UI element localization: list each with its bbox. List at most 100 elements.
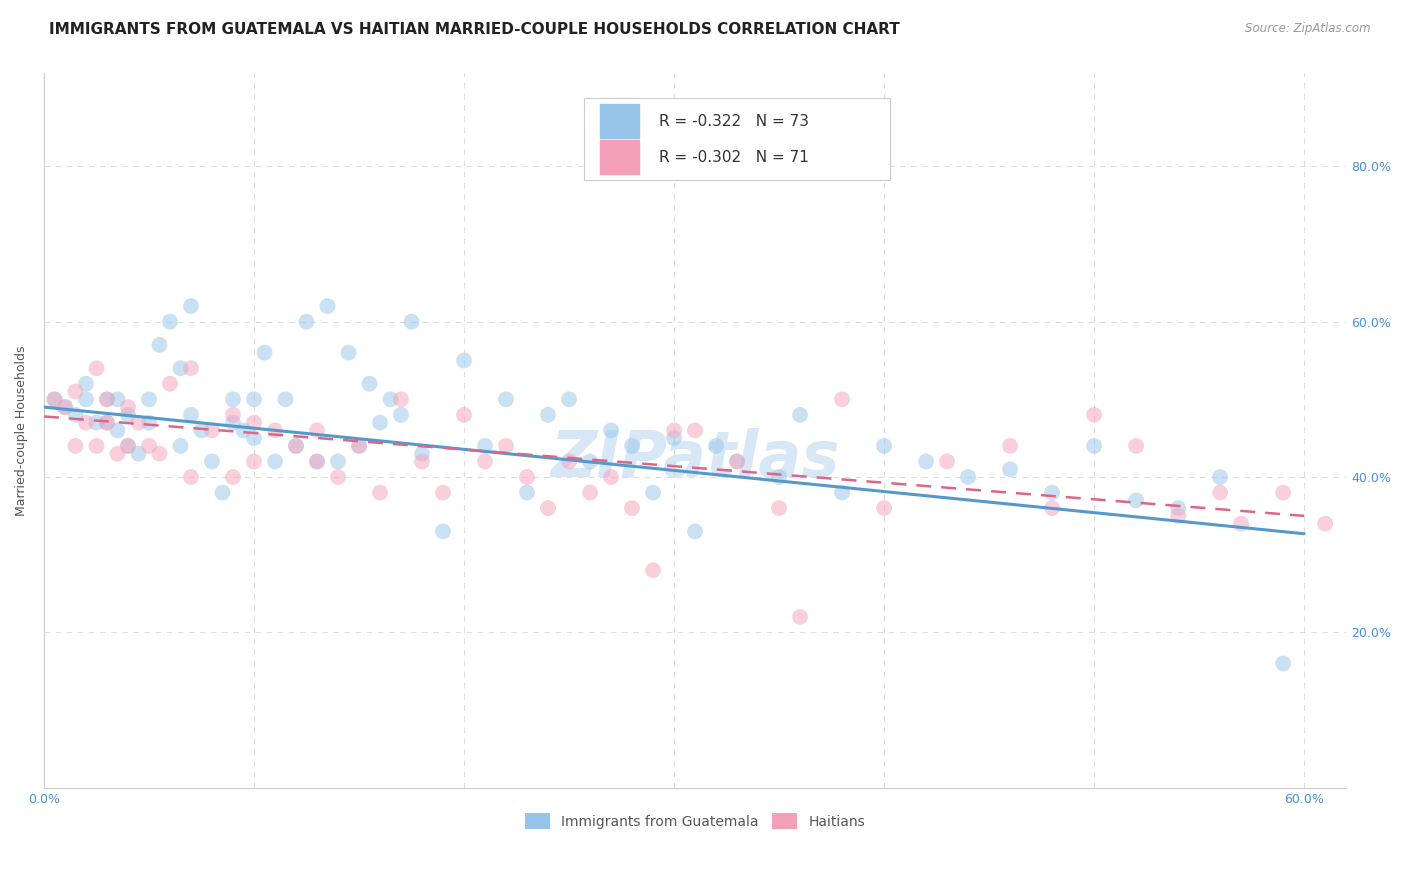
- FancyBboxPatch shape: [600, 103, 640, 138]
- Point: [662, 424, 685, 438]
- Point: [831, 485, 853, 500]
- Point: [264, 424, 287, 438]
- Point: [65, 384, 87, 399]
- Point: [725, 454, 748, 468]
- Point: [495, 439, 517, 453]
- Point: [243, 431, 266, 445]
- Point: [768, 470, 790, 484]
- Point: [1209, 470, 1232, 484]
- Point: [789, 610, 811, 624]
- Point: [53, 400, 76, 414]
- Point: [201, 454, 224, 468]
- Point: [53, 400, 76, 414]
- Point: [621, 501, 644, 516]
- Point: [1125, 439, 1147, 453]
- Point: [107, 424, 129, 438]
- Point: [222, 470, 245, 484]
- Point: [75, 376, 97, 391]
- Point: [1167, 508, 1189, 523]
- Point: [44, 392, 66, 407]
- Point: [117, 439, 139, 453]
- Point: [641, 485, 664, 500]
- Point: [621, 439, 644, 453]
- Point: [704, 439, 727, 453]
- Point: [305, 454, 328, 468]
- Point: [96, 392, 118, 407]
- FancyBboxPatch shape: [600, 140, 640, 174]
- Text: Source: ZipAtlas.com: Source: ZipAtlas.com: [1246, 22, 1371, 36]
- Point: [1272, 657, 1295, 671]
- Point: [96, 416, 118, 430]
- Point: [295, 315, 318, 329]
- Point: [1167, 501, 1189, 516]
- Point: [222, 392, 245, 407]
- Point: [148, 338, 170, 352]
- Point: [579, 485, 602, 500]
- Point: [264, 454, 287, 468]
- Point: [107, 392, 129, 407]
- Point: [347, 439, 370, 453]
- Point: [537, 408, 560, 422]
- Point: [662, 431, 685, 445]
- Point: [957, 470, 980, 484]
- Point: [326, 470, 349, 484]
- Point: [243, 416, 266, 430]
- Point: [211, 485, 233, 500]
- Text: R = -0.322   N = 73: R = -0.322 N = 73: [658, 113, 808, 128]
- Point: [389, 392, 412, 407]
- Point: [222, 416, 245, 430]
- Point: [65, 408, 87, 422]
- Point: [222, 408, 245, 422]
- Point: [368, 485, 391, 500]
- Legend: Immigrants from Guatemala, Haitians: Immigrants from Guatemala, Haitians: [519, 807, 870, 835]
- Point: [1272, 485, 1295, 500]
- Point: [65, 439, 87, 453]
- Point: [180, 408, 202, 422]
- Point: [274, 392, 297, 407]
- Point: [641, 563, 664, 577]
- Point: [190, 424, 212, 438]
- Point: [873, 439, 896, 453]
- Point: [127, 416, 149, 430]
- Point: [683, 424, 706, 438]
- Point: [411, 447, 433, 461]
- Point: [337, 345, 360, 359]
- Point: [998, 439, 1021, 453]
- Point: [516, 485, 538, 500]
- Point: [127, 447, 149, 461]
- Point: [936, 454, 959, 468]
- Point: [453, 353, 475, 368]
- Point: [180, 470, 202, 484]
- Point: [305, 454, 328, 468]
- Point: [401, 315, 423, 329]
- Point: [1209, 485, 1232, 500]
- Point: [789, 408, 811, 422]
- Point: [1376, 276, 1399, 290]
- Point: [558, 454, 581, 468]
- Point: [579, 454, 602, 468]
- Point: [537, 501, 560, 516]
- Text: ZIPatlas: ZIPatlas: [550, 428, 839, 490]
- Point: [1313, 516, 1336, 531]
- Point: [600, 424, 623, 438]
- Point: [516, 470, 538, 484]
- Point: [316, 299, 339, 313]
- Point: [138, 439, 160, 453]
- Point: [380, 392, 402, 407]
- Point: [474, 454, 496, 468]
- Point: [253, 345, 276, 359]
- Point: [117, 408, 139, 422]
- Point: [873, 501, 896, 516]
- Point: [75, 392, 97, 407]
- Point: [1040, 501, 1063, 516]
- Point: [180, 299, 202, 313]
- Point: [232, 424, 254, 438]
- Point: [347, 439, 370, 453]
- Point: [86, 439, 108, 453]
- Point: [180, 361, 202, 376]
- Point: [243, 454, 266, 468]
- Point: [96, 392, 118, 407]
- Point: [453, 408, 475, 422]
- Point: [159, 315, 181, 329]
- Y-axis label: Married-couple Households: Married-couple Households: [15, 345, 28, 516]
